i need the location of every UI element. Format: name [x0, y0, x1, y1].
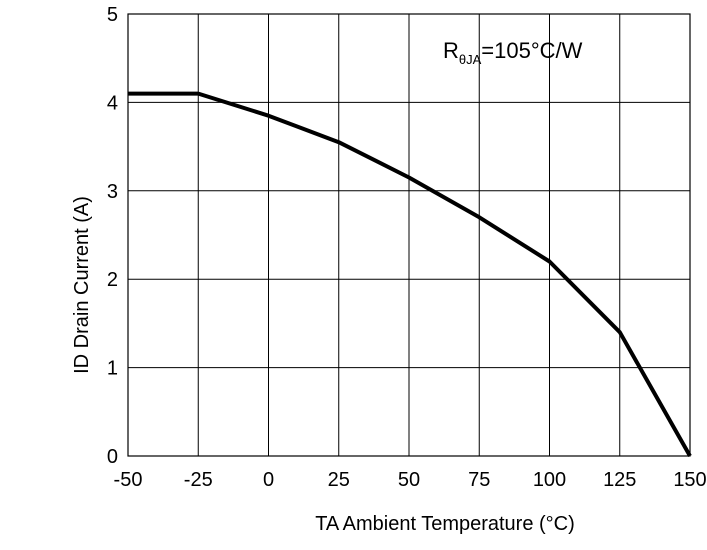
y-tick-label-4: 4: [107, 92, 118, 114]
y-tick-label-0: 0: [107, 446, 118, 468]
annotation-subscript: θJA: [459, 52, 482, 67]
x-tick-label-1: -25: [184, 469, 213, 491]
annotation-suffix: =105°C/W: [481, 38, 582, 63]
annotation-prefix: R: [443, 38, 459, 63]
y-axis-title: ID Drain Current (A): [71, 196, 93, 374]
x-tick-label-8: 150: [673, 469, 706, 491]
x-axis-title: TA Ambient Temperature (°C): [315, 513, 575, 535]
x-tick-label-6: 100: [533, 469, 566, 491]
grid-lines: [127, 13, 691, 457]
thermal-resistance-annotation: RθJA=105°C/W: [443, 38, 583, 67]
x-tick-label-2: 0: [263, 469, 274, 491]
x-tick-label-5: 75: [468, 469, 490, 491]
y-tick-label-2: 2: [107, 269, 118, 291]
x-tick-label-0: -50: [114, 469, 143, 491]
x-tick-label-7: 125: [603, 469, 636, 491]
y-tick-label-3: 3: [107, 181, 118, 203]
tick-labels: 0 1 2 3 4 5 -50 -25 0 25 50 75 100 125 150: [107, 4, 707, 491]
series-line-0: [128, 91, 692, 457]
plot-frame: [127, 13, 691, 457]
y-tick-label-5: 5: [107, 4, 118, 26]
x-tick-label-3: 25: [328, 469, 350, 491]
x-tick-label-4: 50: [398, 469, 420, 491]
plot-area: [127, 13, 692, 457]
y-tick-label-1: 1: [107, 358, 118, 380]
